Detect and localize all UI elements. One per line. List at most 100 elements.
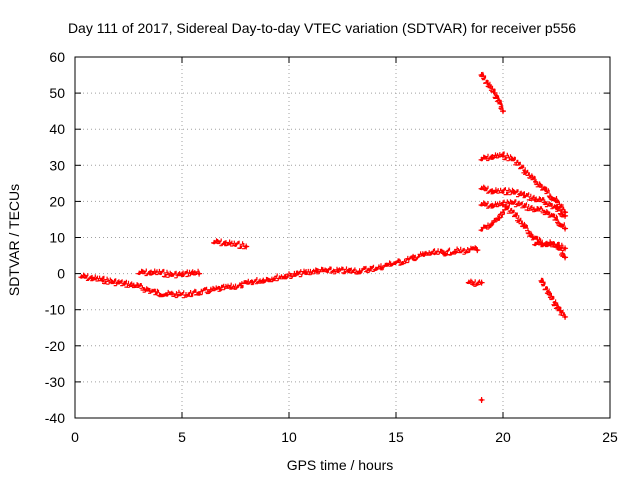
data-point [544, 210, 548, 214]
data-point [514, 214, 518, 218]
x-tick-label: 5 [178, 429, 186, 445]
data-point [390, 263, 394, 267]
data-point [90, 277, 94, 281]
data-point [480, 228, 484, 232]
data-point [159, 272, 163, 276]
series-trace-top-falling [478, 71, 506, 115]
data-point [475, 282, 479, 286]
data-point [186, 293, 190, 297]
y-tick-label: 50 [49, 85, 65, 101]
series-trace-3-6h [136, 268, 203, 279]
data-point [251, 281, 255, 285]
y-tick-label: 10 [49, 230, 65, 246]
data-point [499, 102, 503, 106]
data-point [101, 279, 105, 283]
data-point [176, 293, 180, 297]
data-point [490, 190, 494, 194]
series-trace-19 [478, 199, 569, 232]
data-point [486, 82, 490, 86]
data-point [480, 73, 484, 77]
series-trace-32 [478, 151, 569, 216]
data-point [544, 189, 548, 193]
data-point [240, 284, 244, 288]
data-trace [538, 277, 569, 320]
data-point [180, 273, 184, 277]
data-point [315, 270, 319, 274]
y-tick-label: 30 [49, 157, 65, 173]
y-tick-label: -40 [45, 410, 65, 426]
y-tick-label: -20 [45, 338, 65, 354]
x-tick-label: 20 [495, 429, 511, 445]
data-point [563, 315, 567, 319]
data-point [467, 281, 471, 285]
data-point [533, 243, 537, 247]
data-point [480, 187, 484, 191]
data-point [219, 288, 223, 292]
data-point [471, 282, 475, 286]
data-point [501, 109, 505, 113]
data-point [555, 245, 558, 249]
chart-title: Day 111 of 2017, Sidereal Day-to-day VTE… [68, 20, 576, 36]
data-point [272, 277, 276, 281]
data-point [533, 208, 537, 212]
y-tick-label: 0 [57, 266, 65, 282]
data-point [304, 272, 308, 276]
data-point [512, 190, 516, 194]
data-point [501, 190, 505, 194]
x-tick-label: 15 [388, 429, 404, 445]
data-point [347, 270, 351, 274]
series-trace-8-right [532, 239, 569, 252]
data-point [379, 266, 383, 270]
data-point [512, 201, 516, 205]
data-point [400, 261, 404, 265]
x-tick-label: 0 [71, 429, 79, 445]
data-point [165, 293, 169, 297]
data-point [234, 243, 237, 247]
data-point [522, 194, 526, 198]
y-axis-label: SDTVAR / TECUs [6, 184, 22, 296]
data-point [522, 225, 526, 229]
data-point [563, 226, 567, 230]
series-trace-12-to-4 [478, 205, 569, 261]
data-point [492, 91, 496, 95]
data-point [154, 291, 158, 295]
data-point [563, 255, 567, 259]
y-tick-label: -10 [45, 302, 65, 318]
data-layer [78, 71, 569, 403]
data-point [244, 245, 248, 249]
data-point [505, 207, 509, 211]
data-point [336, 270, 340, 274]
data-point [531, 236, 535, 239]
data-point [555, 217, 558, 221]
data-point [208, 290, 212, 294]
data-point [552, 300, 556, 304]
data-point [544, 243, 548, 247]
series-trace-neg-falling [538, 277, 569, 320]
data-trace [478, 205, 569, 261]
x-tick-label: 10 [281, 429, 297, 445]
data-point [79, 275, 83, 279]
data-point [465, 250, 469, 254]
data-point [490, 156, 494, 160]
series-trace-6-8h [211, 238, 250, 250]
data-point [555, 199, 558, 203]
data-point [480, 203, 484, 207]
x-tick-label: 25 [602, 429, 618, 445]
data-point [137, 272, 141, 276]
series-trace-23 [478, 184, 569, 219]
data-point [197, 291, 201, 295]
data-point [497, 217, 501, 221]
data-point [540, 279, 544, 283]
y-tick-label: -30 [45, 374, 65, 390]
data-point [501, 203, 505, 207]
data-point [358, 270, 362, 274]
data-point [293, 273, 297, 277]
data-point [546, 290, 550, 294]
data-point [144, 288, 148, 292]
data-point [563, 210, 567, 214]
data-point [261, 279, 265, 283]
data-point [559, 310, 563, 314]
y-tick-label: 40 [49, 121, 65, 137]
